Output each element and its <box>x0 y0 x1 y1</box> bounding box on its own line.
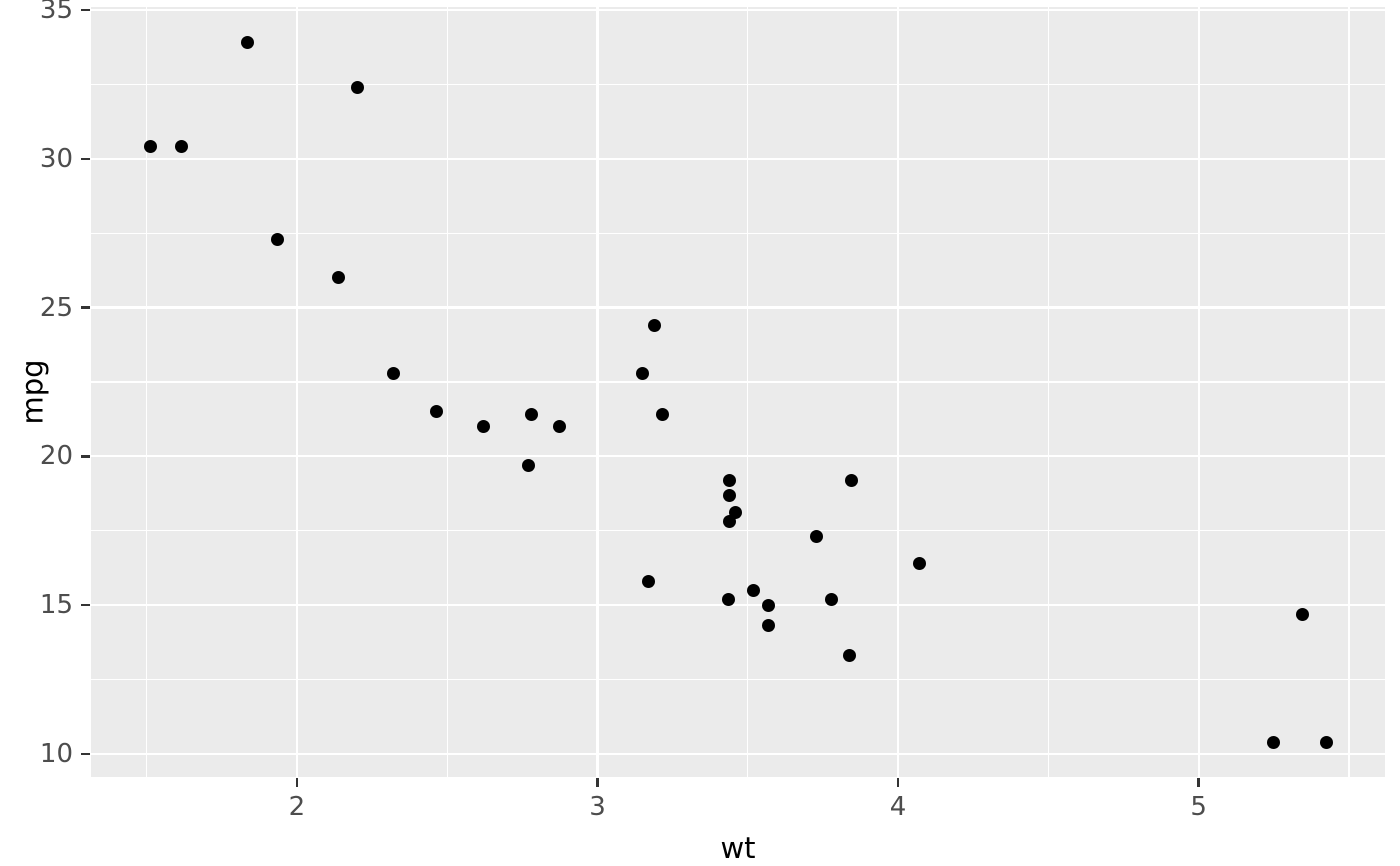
x-axis-tick-label: 5 <box>1190 792 1207 822</box>
x-axis-tick-label: 2 <box>288 792 306 822</box>
gridline-minor-vertical <box>1047 7 1049 777</box>
data-point <box>521 458 535 472</box>
gridline-minor-vertical <box>1348 7 1350 777</box>
data-point <box>350 80 364 94</box>
y-axis-tick-label: 15 <box>39 590 73 621</box>
data-point <box>636 366 650 380</box>
gridline-minor-horizontal <box>91 232 1385 234</box>
y-axis-tick-mark <box>81 157 90 160</box>
x-axis-tick-label: 3 <box>589 792 606 822</box>
y-axis-tick-mark <box>81 603 90 607</box>
data-point <box>642 574 656 588</box>
data-point <box>844 473 858 487</box>
data-point <box>240 36 254 50</box>
data-point <box>430 405 444 419</box>
gridline-minor-horizontal <box>91 381 1385 383</box>
data-point <box>723 473 737 487</box>
gridline-major-vertical <box>596 7 599 777</box>
gridline-minor-vertical <box>446 7 448 777</box>
data-point <box>810 530 824 544</box>
data-point <box>912 556 926 570</box>
y-axis-tick-label: 20 <box>39 441 73 472</box>
data-point <box>174 140 188 154</box>
data-point <box>747 583 761 597</box>
gridline-minor-horizontal <box>91 83 1385 85</box>
data-point <box>648 318 662 332</box>
gridline-minor-horizontal <box>91 530 1385 532</box>
gridline-major-horizontal <box>91 8 1385 12</box>
y-axis-tick-mark <box>81 306 90 309</box>
data-point <box>723 488 737 502</box>
x-axis-tick-mark <box>295 778 299 787</box>
data-point <box>721 592 735 606</box>
data-point <box>144 140 157 154</box>
gridline-major-horizontal <box>91 604 1385 607</box>
gridline-major-vertical <box>295 7 298 777</box>
x-axis-tick-mark <box>596 778 599 787</box>
data-point <box>270 232 284 246</box>
y-axis-title: mpg <box>15 359 50 425</box>
data-point <box>825 592 839 606</box>
y-axis-tick-label: 10 <box>39 738 73 769</box>
data-point <box>476 420 490 434</box>
gridline-minor-vertical <box>747 7 749 777</box>
data-point <box>843 649 857 663</box>
data-point <box>1295 607 1309 621</box>
data-point <box>553 420 567 434</box>
gridline-major-horizontal <box>91 157 1385 160</box>
x-axis-title: wt <box>720 831 756 865</box>
data-point <box>762 619 776 633</box>
data-point <box>332 271 346 285</box>
data-point <box>723 515 737 529</box>
x-axis-tick-mark <box>1197 778 1200 787</box>
gridline-minor-vertical <box>146 7 148 777</box>
data-point <box>1319 735 1333 749</box>
gridline-minor-horizontal <box>91 678 1385 681</box>
gridline-major-vertical <box>1197 7 1200 777</box>
gridline-major-horizontal <box>91 306 1385 309</box>
y-axis-tick-mark <box>81 752 90 756</box>
x-axis-tick-label: 4 <box>889 792 907 822</box>
data-point <box>762 598 776 612</box>
y-axis-tick-mark <box>81 455 90 458</box>
y-axis-tick-label: 25 <box>39 292 73 323</box>
x-axis-tick-mark <box>896 778 900 787</box>
plot-panel <box>91 7 1385 777</box>
y-axis-tick-mark <box>81 8 90 12</box>
data-point <box>524 408 538 422</box>
y-axis-tick-label: 35 <box>39 0 73 25</box>
y-axis-tick-label: 30 <box>39 143 73 174</box>
gridline-major-horizontal <box>91 752 1385 756</box>
data-point <box>655 408 669 422</box>
gridline-major-horizontal <box>91 455 1385 458</box>
data-point <box>1267 735 1281 749</box>
gridline-major-vertical <box>896 7 900 777</box>
data-point <box>386 366 400 380</box>
